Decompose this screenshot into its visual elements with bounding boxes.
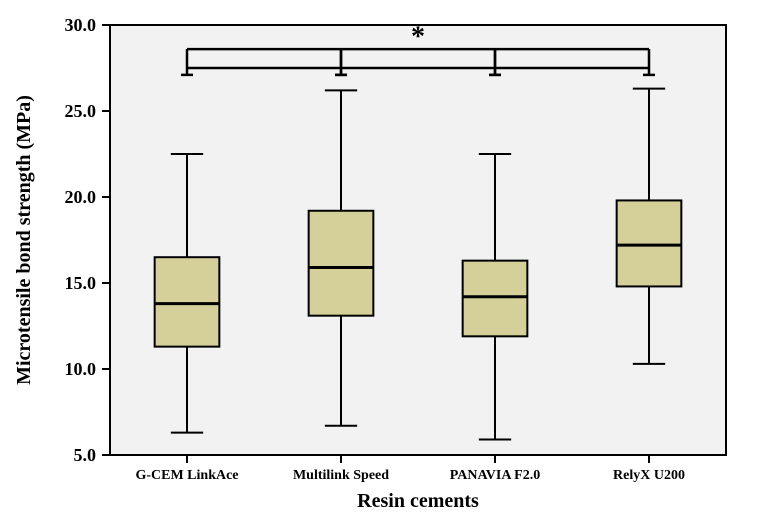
svg-text:PANAVIA F2.0: PANAVIA F2.0 [450,468,541,483]
svg-text:10.0: 10.0 [65,359,97,379]
svg-text:Multilink Speed: Multilink Speed [293,468,389,483]
svg-text:15.0: 15.0 [65,273,97,293]
svg-text:Microtensile bond strength (MP: Microtensile bond strength (MPa) [13,95,35,385]
svg-text:G-CEM LinkAce: G-CEM LinkAce [135,468,238,483]
boxplot-chart: 5.0 10.0 15.0 20.0 25.0 30.0 Microtensile bond… [0,0,764,520]
svg-text:Resin cements: Resin cements [357,490,479,512]
svg-text:5.0: 5.0 [74,445,97,465]
svg-text:30.0: 30.0 [65,15,97,35]
svg-text:25.0: 25.0 [65,101,97,121]
svg-text:*: * [411,21,425,52]
svg-text:RelyX U200: RelyX U200 [613,468,685,483]
svg-text:20.0: 20.0 [65,187,97,207]
